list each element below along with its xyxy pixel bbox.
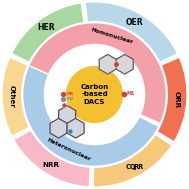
Wedge shape [12,3,84,62]
Wedge shape [23,66,159,166]
Wedge shape [93,134,172,187]
Text: Homonuclear: Homonuclear [91,27,134,45]
Wedge shape [14,130,90,187]
Wedge shape [157,57,187,142]
Polygon shape [50,118,67,138]
Circle shape [65,65,124,124]
Polygon shape [99,54,116,74]
Text: M2: M2 [66,97,74,101]
Text: Carbon
-based
DACS: Carbon -based DACS [81,84,108,105]
Wedge shape [23,23,166,123]
Polygon shape [59,106,76,125]
Text: M1: M1 [66,91,74,96]
Text: HER: HER [37,23,55,32]
Polygon shape [67,118,84,138]
Text: 2: 2 [133,166,136,171]
Text: OER: OER [126,18,143,27]
Text: CO: CO [126,163,136,170]
Polygon shape [116,54,133,74]
Text: RR: RR [133,163,143,170]
Text: Other: Other [9,85,15,108]
Wedge shape [85,2,177,62]
Text: Heteronuclear: Heteronuclear [46,137,91,162]
Wedge shape [2,57,29,136]
Text: ORR: ORR [174,91,180,108]
Text: NRR: NRR [42,162,59,168]
Text: M1: M1 [127,91,135,96]
